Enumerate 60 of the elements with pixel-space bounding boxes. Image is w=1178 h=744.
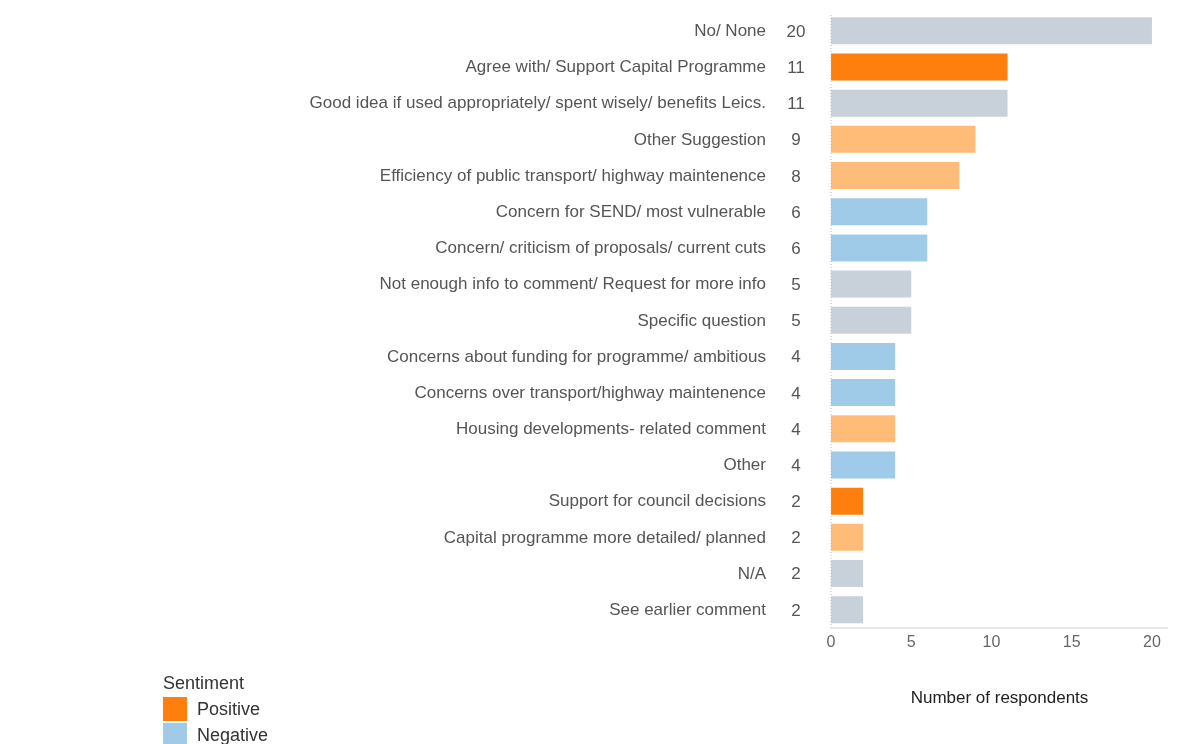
bar bbox=[831, 198, 928, 226]
y-tick-label: Concerns about funding for programme/ ambitious bbox=[387, 346, 766, 366]
data-label: 9 bbox=[791, 130, 801, 150]
y-tick-label: Not enough info to comment/ Request for more info bbox=[379, 274, 766, 294]
bar bbox=[831, 89, 1008, 117]
y-tick-label: See earlier comment bbox=[609, 599, 767, 619]
data-label: 4 bbox=[791, 347, 801, 367]
bar bbox=[831, 342, 896, 370]
data-label: 8 bbox=[791, 166, 801, 186]
bar bbox=[831, 162, 960, 190]
y-tick-label: N/A bbox=[737, 563, 767, 583]
data-label: 4 bbox=[791, 419, 801, 439]
bar bbox=[831, 53, 1008, 81]
data-label: 20 bbox=[786, 21, 806, 41]
data-label: 4 bbox=[791, 383, 801, 403]
data-label: 4 bbox=[791, 455, 801, 475]
bar bbox=[831, 596, 864, 624]
bar bbox=[831, 487, 864, 515]
y-tick-label: Housing developments- related comment bbox=[456, 419, 767, 439]
data-label: 2 bbox=[791, 528, 801, 548]
y-tick-label: No/ None bbox=[694, 21, 766, 41]
bar bbox=[831, 451, 896, 479]
x-tick-label: 10 bbox=[982, 633, 1001, 651]
data-label: 6 bbox=[791, 238, 801, 258]
y-tick-label: Concerns over transport/highway maintenence bbox=[414, 382, 766, 402]
y-tick-label: Capital programme more detailed/ planned bbox=[443, 527, 766, 547]
data-label: 11 bbox=[787, 58, 805, 78]
data-label: 2 bbox=[791, 564, 801, 584]
legend-title: Sentiment bbox=[163, 673, 246, 694]
x-tick-label: 20 bbox=[1143, 633, 1161, 651]
x-axis-title: Number of respondents bbox=[910, 688, 1089, 707]
y-tick-label: Other Suggestion bbox=[633, 129, 766, 149]
y-tick-label: Specific question bbox=[637, 310, 766, 330]
y-tick-label: Other bbox=[723, 455, 767, 475]
bar bbox=[831, 234, 928, 262]
data-label: 2 bbox=[791, 492, 801, 512]
x-tick-label: 5 bbox=[906, 633, 916, 651]
bar bbox=[831, 17, 1152, 45]
bar bbox=[831, 306, 912, 334]
y-tick-label: Concern/ criticism of proposals/ current cuts bbox=[435, 238, 766, 258]
data-label: 6 bbox=[791, 202, 801, 222]
bar bbox=[831, 559, 864, 587]
data-label: 5 bbox=[791, 311, 801, 331]
y-tick-label: Good idea if used appropriately/ spent wisely/ benefits Leics. bbox=[309, 93, 766, 113]
legend-label: Negative bbox=[197, 724, 269, 744]
y-tick-label: Concern for SEND/ most vulnerable bbox=[495, 201, 766, 221]
bar bbox=[831, 379, 896, 407]
y-tick-label: Support for council decisions bbox=[548, 491, 766, 511]
bar bbox=[831, 523, 864, 551]
x-tick-label: 15 bbox=[1062, 633, 1081, 651]
y-tick-label: Agree with/ Support Capital Programme bbox=[465, 57, 766, 77]
x-tick-label: 0 bbox=[826, 633, 836, 651]
legend-label: Positive bbox=[197, 698, 261, 720]
bar bbox=[831, 415, 896, 443]
data-label: 11 bbox=[787, 94, 805, 114]
data-label: 2 bbox=[791, 600, 801, 620]
y-tick-label: Efficiency of public transport/ highway maintenence bbox=[379, 165, 766, 185]
bar bbox=[831, 270, 912, 298]
data-label: 5 bbox=[791, 275, 801, 295]
bar bbox=[831, 125, 976, 153]
